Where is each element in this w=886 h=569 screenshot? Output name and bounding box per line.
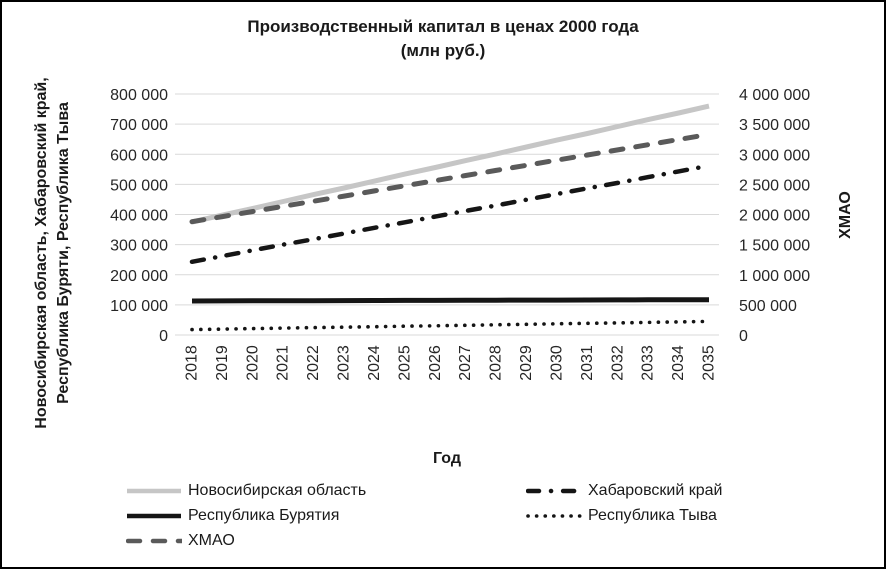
x-axis-tick-label: 2029: [518, 345, 535, 381]
y-axis-tick-label-left: 300 000: [110, 238, 168, 255]
chart-title-line1: Производственный капитал в ценах 2000 го…: [247, 17, 639, 36]
y-axis-tick-label-right: 3 000 000: [739, 147, 810, 164]
legend-label: ХМАО: [188, 532, 235, 549]
legend-item-novosibirsk: Новосибирская область: [126, 481, 366, 501]
y-axis-tick-label-left: 700 000: [110, 117, 168, 134]
x-axis-tick-label: 2030: [548, 345, 565, 381]
series-line-left-solid: [191, 297, 710, 304]
x-axis-tick-label: 2021: [275, 345, 292, 381]
x-axis-tick-label: 2033: [640, 345, 657, 381]
y-axis-tick-label-right: 0: [739, 328, 748, 345]
chart-title: Производственный капитал в ценах 2000 го…: [2, 15, 884, 63]
x-axis-tick-label: 2026: [427, 345, 444, 381]
y-axis-tick-label-left: 800 000: [110, 87, 168, 104]
y-axis-tick-label-right: 2 000 000: [739, 208, 810, 225]
x-axis-tick-label: 2032: [609, 345, 626, 381]
legend-item-khmao: ХМАО: [126, 531, 235, 551]
chart-title-line2: (млн руб.): [400, 41, 486, 60]
x-axis-tick-label: 2023: [336, 345, 353, 381]
legend-swatch-khabarovsk-dash-dot-line: [526, 488, 582, 494]
series-line-right-dashed: [189, 131, 712, 225]
x-axis-tick-label: 2028: [488, 345, 505, 381]
y-axis-tick-label-right: 1 000 000: [739, 268, 810, 285]
x-axis-tick-label: 2034: [670, 345, 687, 381]
y-axis-tick-label-left: 400 000: [110, 208, 168, 225]
legend-label: Хабаровский край: [588, 482, 723, 499]
x-axis-tick-label: 2022: [305, 345, 322, 381]
legend-label: Республика Бурятия: [188, 507, 340, 524]
legend-swatch-novosibirsk-solid-line: [127, 488, 181, 494]
legend-swatch-khmao-dashed-line: [126, 538, 182, 544]
x-axis-tick-label: 2031: [579, 345, 596, 381]
y-axis-tick-label-right: 3 500 000: [739, 117, 810, 134]
y-axis-tick-label-left: 200 000: [110, 268, 168, 285]
legend-swatch-buryatia-solid-line: [127, 513, 181, 519]
legend-item-khabarovsk: Хабаровский край: [526, 481, 722, 501]
y-axis-tick-label-left: 600 000: [110, 147, 168, 164]
x-axis-tick-label: 2018: [184, 345, 201, 381]
legend-item-tyva: Республика Тыва: [526, 506, 717, 526]
y-axis-tick-label-right: 4 000 000: [739, 87, 810, 104]
y-axis-tick-label-left: 500 000: [110, 177, 168, 194]
x-axis-tick-label: 2025: [396, 345, 413, 381]
y-axis-tick-label-right: 500 000: [739, 298, 797, 315]
series-line-left-solid: [191, 103, 710, 225]
series-line-left-dotted: [190, 319, 711, 332]
legend-item-buryatia: Республика Бурятия: [126, 506, 339, 526]
x-axis-tick-label: 2020: [244, 345, 261, 381]
y-axis-tick-label-right: 1 500 000: [739, 238, 810, 255]
x-axis-tick-label: 2035: [701, 345, 718, 381]
y-axis-tick-label-left: 100 000: [110, 298, 168, 315]
y-axis-tick-label-right: 2 500 000: [739, 177, 810, 194]
x-axis-tick-label: 2027: [457, 345, 474, 381]
y-axis-title-right: ХМАО: [837, 191, 854, 239]
x-axis-title: Год: [433, 450, 461, 467]
x-axis-tick-label: 2024: [366, 345, 383, 381]
y-axis-tick-label-left: 0: [159, 328, 168, 345]
x-axis-tick-label: 2019: [214, 345, 231, 381]
legend-label: Республика Тыва: [588, 507, 717, 524]
legend-swatch-tyva-dotted-line: [526, 514, 582, 518]
legend-label: Новосибирская область: [188, 482, 367, 499]
